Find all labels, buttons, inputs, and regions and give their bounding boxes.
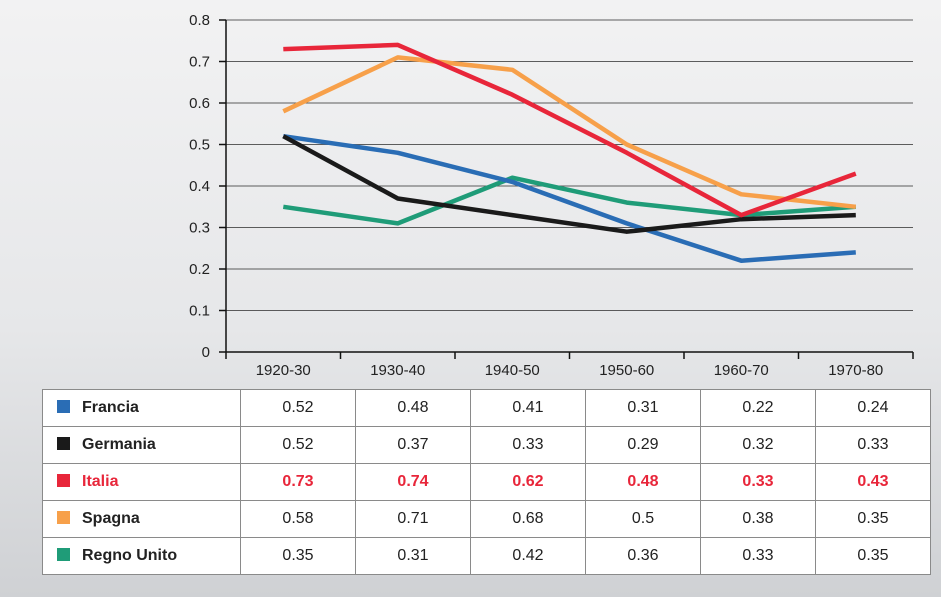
series-line-italia <box>283 42 857 218</box>
value-cell: 0.5 <box>585 500 701 538</box>
legend-swatch <box>57 400 70 413</box>
series-line-germania <box>282 134 856 234</box>
series-name-cell: Italia <box>42 463 241 501</box>
value-cell: 0.22 <box>700 389 816 427</box>
y-tick-label: 0 <box>202 344 210 361</box>
legend-swatch <box>57 548 70 561</box>
value-cell: 0.24 <box>815 389 931 427</box>
value-cell: 0.37 <box>355 426 471 464</box>
series-name: Francia <box>82 399 139 416</box>
x-tick-label: 1940-50 <box>485 362 540 379</box>
value-cell: 0.32 <box>700 426 816 464</box>
table-row-spagna: Spagna 0.58 0.71 0.68 0.5 0.38 0.35 <box>42 500 931 538</box>
table-row-francia: Francia 0.52 0.48 0.41 0.31 0.22 0.24 <box>42 389 931 427</box>
value-cell: 0.33 <box>700 537 816 575</box>
series-name: Italia <box>82 473 119 490</box>
data-table: Francia 0.52 0.48 0.41 0.31 0.22 0.24 Germania 0… <box>42 389 931 575</box>
value-cell: 0.62 <box>470 463 586 501</box>
y-tick-label: 0.2 <box>189 261 210 278</box>
series-name: Regno Unito <box>82 547 178 564</box>
y-tick-label: 0.5 <box>189 137 210 154</box>
series-line-spagna <box>282 55 857 210</box>
value-cell: 0.68 <box>470 500 586 538</box>
value-cell: 0.43 <box>815 463 931 501</box>
series-name-cell: Germania <box>42 426 241 464</box>
value-cell: 0.38 <box>700 500 816 538</box>
legend-swatch <box>57 437 70 450</box>
table-row-germania: Germania 0.52 0.37 0.33 0.29 0.32 0.33 <box>42 426 931 464</box>
x-tick-label: 1930-40 <box>370 362 425 379</box>
value-cell: 0.48 <box>585 463 701 501</box>
value-cell: 0.35 <box>815 500 931 538</box>
y-tick-label: 0.3 <box>189 220 210 237</box>
series-name: Germania <box>82 436 156 453</box>
value-cell: 0.41 <box>470 389 586 427</box>
x-tick-label: 1950-60 <box>599 362 654 379</box>
value-cell: 0.73 <box>240 463 356 501</box>
value-cell: 0.52 <box>240 426 356 464</box>
series-line-regno-unito <box>282 175 856 226</box>
y-tick-label: 0.1 <box>189 303 210 320</box>
series-name: Spagna <box>82 510 140 527</box>
value-cell: 0.33 <box>700 463 816 501</box>
series-name-cell: Regno Unito <box>42 537 241 575</box>
value-cell: 0.52 <box>240 389 356 427</box>
value-cell: 0.35 <box>240 537 356 575</box>
table-row-regno-unito: Regno Unito 0.35 0.31 0.42 0.36 0.33 0.35 <box>42 537 931 575</box>
value-cell: 0.31 <box>585 389 701 427</box>
table-row-italia: Italia 0.73 0.74 0.62 0.48 0.33 0.43 <box>42 463 931 501</box>
value-cell: 0.48 <box>355 389 471 427</box>
y-tick-label: 0.7 <box>189 54 210 71</box>
value-cell: 0.58 <box>240 500 356 538</box>
legend-swatch <box>57 511 70 524</box>
legend-swatch <box>57 474 70 487</box>
series-name-cell: Francia <box>42 389 241 427</box>
value-cell: 0.33 <box>815 426 931 464</box>
value-cell: 0.71 <box>355 500 471 538</box>
value-cell: 0.29 <box>585 426 701 464</box>
y-tick-label: 0.8 <box>189 12 210 29</box>
y-tick-label: 0.4 <box>189 178 210 195</box>
x-tick-label: 1920-30 <box>256 362 311 379</box>
x-tick-label: 1960-70 <box>714 362 769 379</box>
x-tick-label: 1970-80 <box>828 362 883 379</box>
y-tick-label: 0.6 <box>189 95 210 112</box>
series-line-francia <box>282 133 856 263</box>
value-cell: 0.42 <box>470 537 586 575</box>
series-name-cell: Spagna <box>42 500 241 538</box>
value-cell: 0.74 <box>355 463 471 501</box>
value-cell: 0.33 <box>470 426 586 464</box>
value-cell: 0.31 <box>355 537 471 575</box>
value-cell: 0.35 <box>815 537 931 575</box>
value-cell: 0.36 <box>585 537 701 575</box>
line-chart: 0 0.1 0.2 0.3 0.4 0.5 0.6 0.7 0.8 1920-30 1930-40 1… <box>189 12 914 379</box>
